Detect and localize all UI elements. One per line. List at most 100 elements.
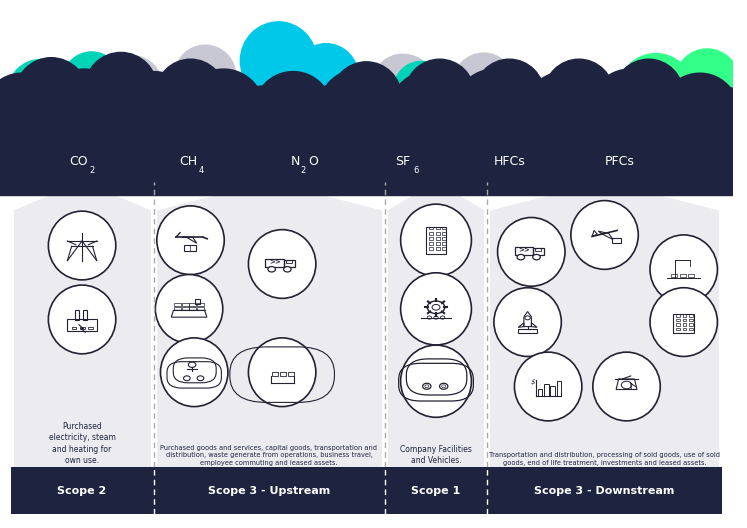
Bar [533, 248, 544, 255]
Bar [11, 467, 722, 514]
Bar [430, 237, 433, 240]
Bar [197, 307, 204, 309]
Ellipse shape [515, 77, 570, 134]
Bar [544, 384, 548, 397]
Bar [197, 303, 204, 306]
Text: $: $ [531, 379, 536, 385]
Ellipse shape [660, 73, 740, 154]
Text: Purchased goods and services, capital goods, transportation and
distribution, wa: Purchased goods and services, capital go… [161, 445, 377, 466]
Bar [175, 307, 181, 309]
Ellipse shape [494, 288, 561, 356]
Ellipse shape [389, 72, 468, 152]
Bar [441, 247, 446, 250]
Circle shape [197, 376, 204, 381]
Text: HFCs: HFCs [494, 155, 525, 167]
Ellipse shape [161, 338, 228, 407]
Ellipse shape [1, 77, 58, 134]
Ellipse shape [294, 44, 359, 109]
Text: Purchased
electricity, steam
and heating for
own use.: Purchased electricity, steam and heating… [49, 422, 116, 465]
Bar [430, 227, 433, 230]
Text: 2: 2 [300, 166, 306, 175]
Bar [182, 307, 189, 309]
Bar [538, 389, 542, 397]
Ellipse shape [419, 86, 504, 173]
Ellipse shape [571, 201, 638, 269]
Bar [676, 314, 681, 317]
Bar [551, 386, 555, 397]
Text: >>: >> [269, 259, 281, 265]
Bar [436, 242, 439, 244]
Ellipse shape [84, 52, 158, 127]
Bar [441, 232, 446, 234]
Text: Company Facilities
and Vehicles.: Company Facilities and Vehicles. [400, 445, 472, 465]
Text: SF: SF [395, 155, 411, 167]
Ellipse shape [249, 230, 316, 298]
Text: Transportation and distribution, processing of sold goods, use of sold
goods, en: Transportation and distribution, process… [489, 452, 720, 466]
Ellipse shape [593, 352, 660, 421]
Text: N: N [291, 155, 300, 167]
Bar [436, 237, 439, 240]
Text: O: O [308, 155, 317, 167]
Ellipse shape [101, 56, 163, 118]
Text: >>: >> [518, 247, 530, 253]
Bar [14, 211, 151, 467]
Polygon shape [490, 182, 719, 211]
Bar [689, 319, 692, 322]
Ellipse shape [249, 338, 316, 407]
Ellipse shape [15, 58, 88, 133]
Bar [190, 307, 196, 309]
Circle shape [439, 383, 448, 389]
Bar [265, 259, 284, 267]
Bar [430, 247, 433, 250]
Ellipse shape [0, 88, 41, 171]
Ellipse shape [157, 206, 224, 275]
Text: 4: 4 [199, 166, 204, 175]
Ellipse shape [174, 45, 236, 108]
Bar [676, 324, 681, 326]
Ellipse shape [650, 235, 717, 304]
Bar [83, 309, 87, 320]
Bar [436, 232, 439, 234]
Ellipse shape [515, 352, 582, 421]
Text: PFCs: PFCs [604, 155, 634, 167]
Ellipse shape [43, 69, 125, 153]
Ellipse shape [331, 62, 402, 134]
Bar [88, 326, 93, 329]
Bar [441, 227, 446, 230]
Ellipse shape [544, 59, 614, 131]
Bar [0, 0, 733, 195]
Bar [286, 260, 292, 263]
Bar [436, 247, 439, 250]
Ellipse shape [155, 275, 223, 343]
Ellipse shape [405, 59, 475, 131]
Text: 6: 6 [414, 166, 419, 175]
Ellipse shape [485, 86, 570, 173]
Ellipse shape [49, 211, 116, 280]
Bar [689, 328, 692, 331]
Polygon shape [388, 182, 484, 211]
Circle shape [423, 383, 431, 389]
Polygon shape [14, 182, 151, 211]
Bar [441, 242, 446, 244]
Ellipse shape [474, 59, 545, 131]
Bar [515, 247, 533, 255]
Ellipse shape [617, 86, 702, 173]
Bar [436, 227, 439, 230]
Bar [426, 227, 446, 253]
Bar [689, 314, 692, 317]
Ellipse shape [524, 72, 604, 152]
Ellipse shape [62, 52, 121, 112]
Bar [683, 319, 686, 322]
Text: CH: CH [179, 155, 197, 167]
Bar [683, 328, 686, 331]
Bar [195, 299, 199, 304]
Ellipse shape [371, 54, 436, 120]
Circle shape [517, 254, 524, 260]
Bar [683, 314, 686, 317]
Bar [72, 326, 76, 329]
Circle shape [284, 267, 291, 272]
Bar [80, 326, 84, 329]
Bar [430, 242, 433, 244]
Bar [280, 372, 286, 375]
Ellipse shape [155, 86, 241, 173]
